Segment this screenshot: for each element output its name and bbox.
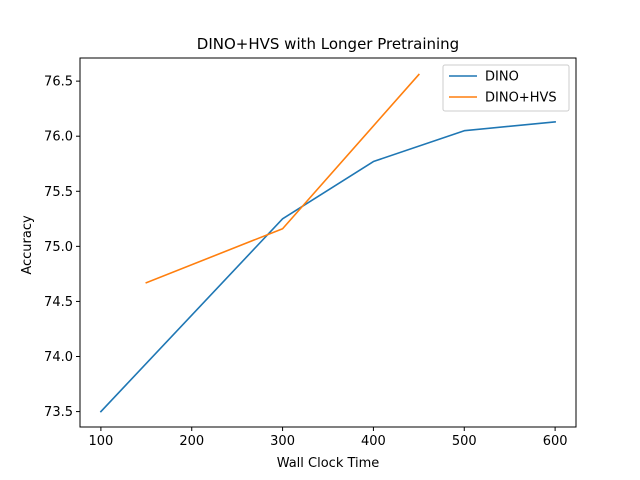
y-tick-label: 76.5 <box>44 75 73 90</box>
axes-frame <box>79 57 577 428</box>
chart-title: DINO+HVS with Longer Pretraining <box>197 35 459 53</box>
y-tick-label: 73.5 <box>44 405 73 420</box>
legend: DINO DINO+HVS <box>442 64 570 112</box>
legend-label-1: DINO+HVS <box>485 91 557 106</box>
series-line-0 <box>99 121 556 413</box>
y-tick-label: 74.5 <box>44 295 73 310</box>
x-tick-label: 600 <box>543 434 568 449</box>
legend-label-0: DINO <box>485 70 519 85</box>
x-axis-label: Wall Clock Time <box>277 456 380 471</box>
x-tick-label: 400 <box>361 434 386 449</box>
y-tick-label: 74.0 <box>44 350 73 365</box>
x-tick-label: 100 <box>88 434 113 449</box>
x-tick-label: 500 <box>452 434 477 449</box>
y-axis-label: Accuracy <box>20 215 35 275</box>
y-tick-label: 75.5 <box>44 185 73 200</box>
plot-area: 100 200 300 400 500 600 73.5 74.0 74.5 75.0 75.5 76… <box>44 57 577 449</box>
x-tick-label: 300 <box>270 434 295 449</box>
y-tick-label: 75.0 <box>44 240 73 255</box>
series-layer <box>99 73 556 413</box>
y-tick-label: 76.0 <box>44 130 73 145</box>
x-tick-label: 200 <box>179 434 204 449</box>
axes-layer: 100 200 300 400 500 600 73.5 74.0 74.5 75.0 75.5 76… <box>44 57 577 449</box>
series-line-1 <box>145 73 420 284</box>
